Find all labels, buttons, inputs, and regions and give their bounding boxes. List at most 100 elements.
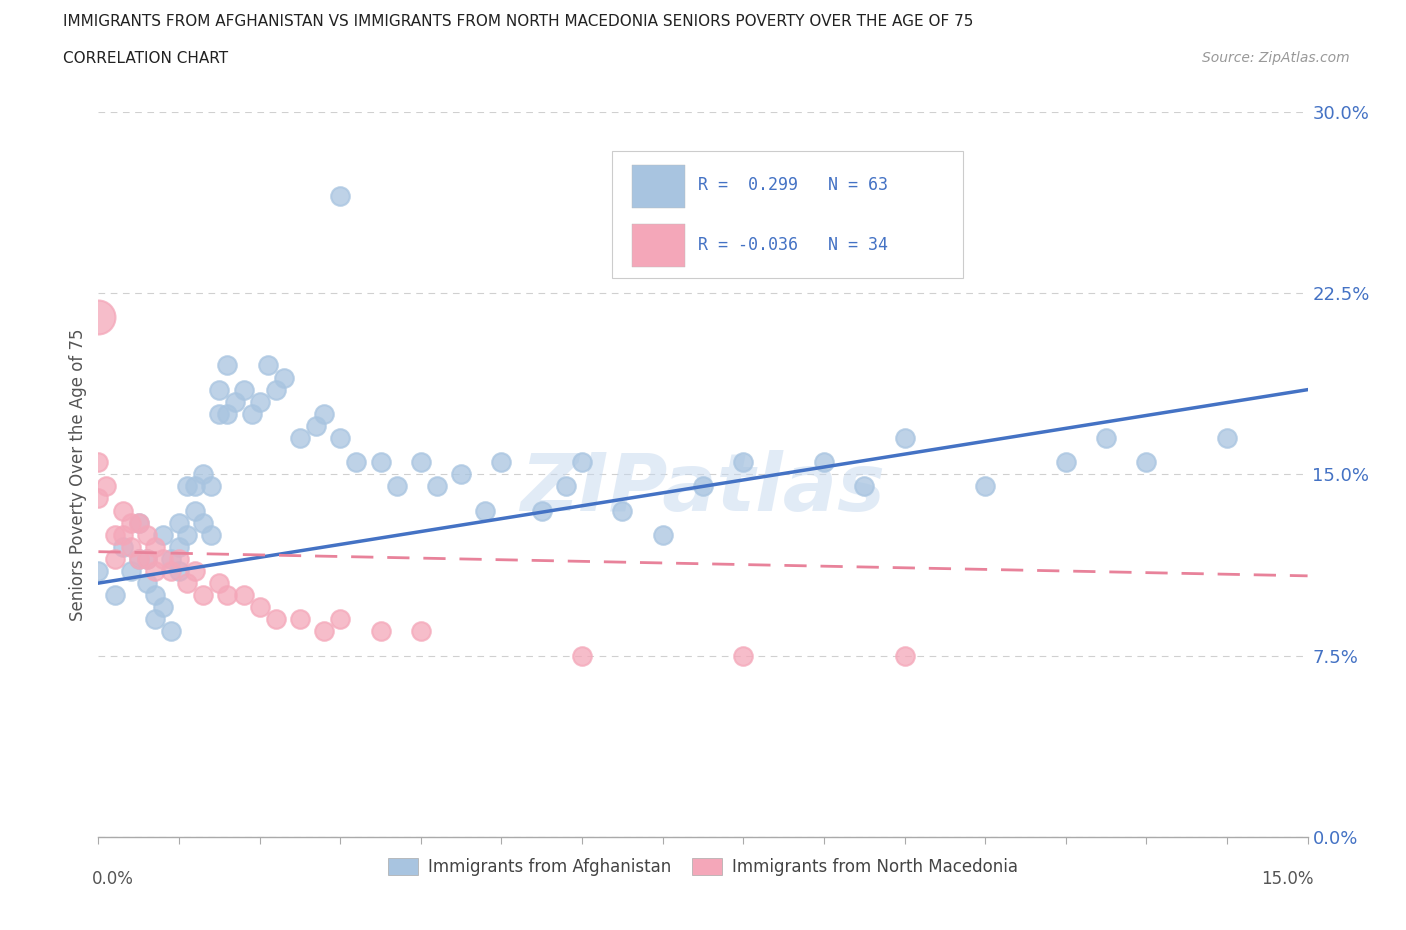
Point [555, 479, 578, 494]
Point [232, 382, 254, 397]
Point [103, 588, 125, 603]
Point [103, 527, 125, 542]
Text: R =  0.299   N = 63: R = 0.299 N = 63 [699, 176, 889, 194]
Point [193, 588, 215, 603]
Point [893, 648, 915, 663]
Point [612, 503, 634, 518]
Point [193, 467, 215, 482]
Point [385, 479, 408, 494]
Text: 0.0%: 0.0% [93, 870, 134, 887]
Point [314, 406, 336, 421]
Point [87, 491, 110, 506]
Point [240, 406, 263, 421]
Point [249, 600, 271, 615]
Point [167, 564, 190, 578]
Point [87, 564, 110, 578]
Y-axis label: Seniors Poverty Over the Age of 75: Seniors Poverty Over the Age of 75 [69, 328, 87, 620]
Point [232, 588, 254, 603]
Point [530, 503, 553, 518]
Point [1216, 431, 1239, 445]
Point [1095, 431, 1118, 445]
Point [733, 648, 755, 663]
Point [120, 515, 142, 530]
Point [152, 600, 174, 615]
Point [152, 551, 174, 566]
Point [217, 406, 239, 421]
Point [273, 370, 295, 385]
Point [651, 527, 673, 542]
Point [314, 624, 336, 639]
Point [160, 551, 183, 566]
Point [264, 382, 287, 397]
Point [217, 588, 239, 603]
Point [128, 551, 150, 566]
Point [370, 455, 392, 470]
Point [103, 551, 125, 566]
Text: ZIPatlas: ZIPatlas [520, 450, 886, 528]
Point [87, 455, 110, 470]
Point [1054, 455, 1077, 470]
Point [474, 503, 496, 518]
Point [152, 527, 174, 542]
Point [733, 455, 755, 470]
Point [329, 431, 352, 445]
Point [184, 479, 207, 494]
Legend: Immigrants from Afghanistan, Immigrants from North Macedonia: Immigrants from Afghanistan, Immigrants … [381, 852, 1025, 883]
FancyBboxPatch shape [631, 166, 685, 208]
FancyBboxPatch shape [613, 152, 963, 278]
Point [143, 588, 166, 603]
Point [409, 624, 432, 639]
Point [167, 515, 190, 530]
FancyBboxPatch shape [631, 224, 685, 267]
Point [305, 418, 328, 433]
Point [853, 479, 876, 494]
Point [893, 431, 915, 445]
Point [167, 539, 190, 554]
Point [974, 479, 997, 494]
Point [120, 539, 142, 554]
Point [224, 394, 246, 409]
Point [288, 431, 311, 445]
Text: Source: ZipAtlas.com: Source: ZipAtlas.com [1202, 51, 1350, 65]
Point [193, 515, 215, 530]
Point [264, 612, 287, 627]
Point [491, 455, 513, 470]
Point [135, 527, 157, 542]
Point [176, 479, 198, 494]
Point [208, 382, 231, 397]
Point [120, 564, 142, 578]
Point [344, 455, 367, 470]
Point [288, 612, 311, 627]
Point [111, 527, 134, 542]
Point [1135, 455, 1157, 470]
Point [96, 479, 118, 494]
Point [426, 479, 449, 494]
Point [128, 515, 150, 530]
Point [184, 503, 207, 518]
Point [160, 624, 183, 639]
Point [160, 564, 183, 578]
Text: 15.0%: 15.0% [1261, 870, 1313, 887]
Point [692, 479, 714, 494]
Point [128, 515, 150, 530]
Point [135, 551, 157, 566]
Point [208, 576, 231, 591]
Text: CORRELATION CHART: CORRELATION CHART [63, 51, 228, 66]
Point [329, 612, 352, 627]
Point [135, 551, 157, 566]
Point [370, 624, 392, 639]
Point [200, 479, 222, 494]
Text: R = -0.036   N = 34: R = -0.036 N = 34 [699, 236, 889, 254]
Point [813, 455, 835, 470]
Point [143, 539, 166, 554]
Point [143, 612, 166, 627]
Point [167, 551, 190, 566]
Point [87, 310, 110, 325]
Point [571, 455, 593, 470]
Point [200, 527, 222, 542]
Point [176, 576, 198, 591]
Point [111, 539, 134, 554]
Text: IMMIGRANTS FROM AFGHANISTAN VS IMMIGRANTS FROM NORTH MACEDONIA SENIORS POVERTY O: IMMIGRANTS FROM AFGHANISTAN VS IMMIGRANT… [63, 14, 973, 29]
Point [571, 648, 593, 663]
Point [111, 503, 134, 518]
